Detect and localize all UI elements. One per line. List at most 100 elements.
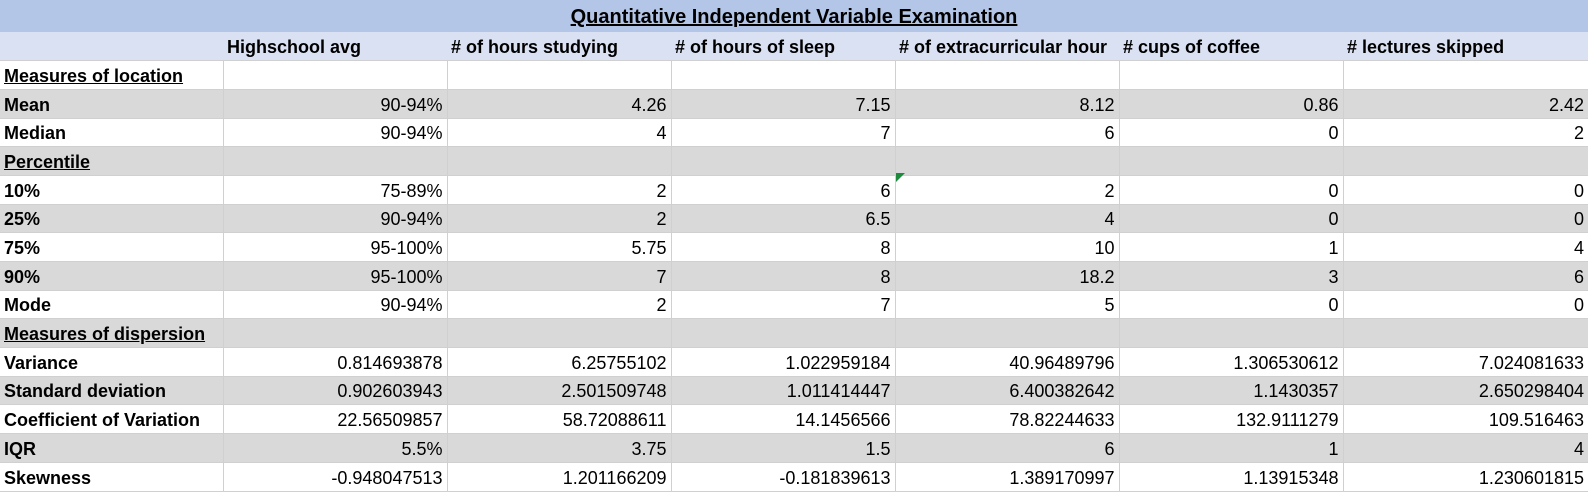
value-cell[interactable]: 90-94% <box>223 118 448 148</box>
value-cell[interactable]: 95-100% <box>223 261 448 291</box>
value-cell[interactable]: 7.15 <box>671 89 896 119</box>
value-cell[interactable]: 6.400382642 <box>895 376 1120 406</box>
value-cell[interactable] <box>895 318 1120 349</box>
value-cell[interactable]: 6.25755102 <box>447 347 672 377</box>
value-cell[interactable]: 0.902603943 <box>223 376 448 406</box>
value-cell[interactable]: 132.9111279 <box>1119 404 1344 435</box>
value-cell[interactable]: 7.024081633 <box>1343 347 1588 377</box>
header-cell[interactable]: Highschool avg <box>223 32 447 62</box>
value-cell[interactable] <box>447 318 672 349</box>
value-cell[interactable]: 6 <box>1343 261 1588 291</box>
header-cell[interactable]: # of extracurricular hour <box>895 32 1119 62</box>
value-cell[interactable]: 0 <box>1119 290 1344 320</box>
value-cell[interactable] <box>1343 60 1588 90</box>
value-cell[interactable]: 5.75 <box>447 232 672 262</box>
value-cell[interactable]: 1 <box>1119 232 1344 262</box>
value-cell[interactable] <box>223 60 448 90</box>
value-cell[interactable]: 58.72088611 <box>447 404 672 435</box>
section-heading-cell[interactable]: Measures of dispersion <box>0 318 224 349</box>
value-cell[interactable]: 8.12 <box>895 89 1120 119</box>
value-cell[interactable] <box>671 318 896 349</box>
row-label-cell[interactable]: Standard deviation <box>0 376 224 406</box>
value-cell[interactable]: 7 <box>447 261 672 291</box>
header-cell[interactable]: # cups of coffee <box>1119 32 1343 62</box>
row-label-cell[interactable]: Variance <box>0 347 224 377</box>
value-cell[interactable]: 109.516463 <box>1343 404 1588 435</box>
value-cell[interactable] <box>671 146 896 176</box>
value-cell[interactable] <box>447 146 672 176</box>
value-cell[interactable]: 2 <box>447 204 672 234</box>
value-cell[interactable]: 18.2 <box>895 261 1120 291</box>
value-cell[interactable]: 95-100% <box>223 232 448 262</box>
value-cell[interactable]: 78.82244633 <box>895 404 1120 435</box>
value-cell[interactable]: 1.5 <box>671 433 896 463</box>
value-cell[interactable]: 4 <box>447 118 672 148</box>
header-cell[interactable] <box>0 32 223 62</box>
value-cell[interactable]: 0 <box>1343 175 1588 205</box>
value-cell[interactable]: 0 <box>1343 204 1588 234</box>
value-cell[interactable]: 2 <box>447 175 672 205</box>
value-cell[interactable]: 14.1456566 <box>671 404 896 435</box>
value-cell[interactable] <box>671 60 896 90</box>
value-cell[interactable]: 0.814693878 <box>223 347 448 377</box>
value-cell[interactable]: 0 <box>1119 175 1344 205</box>
section-heading-cell[interactable]: Measures of location <box>0 60 224 90</box>
value-cell[interactable]: 1.389170997 <box>895 462 1120 492</box>
value-cell[interactable]: 6.5 <box>671 204 896 234</box>
value-cell[interactable] <box>895 60 1120 90</box>
header-cell[interactable]: # lectures skipped <box>1343 32 1588 62</box>
value-cell[interactable]: 6 <box>671 175 896 205</box>
value-cell[interactable]: 2.501509748 <box>447 376 672 406</box>
value-cell[interactable]: -0.948047513 <box>223 462 448 492</box>
value-cell[interactable] <box>1119 60 1344 90</box>
value-cell[interactable]: 0 <box>1343 290 1588 320</box>
row-label-cell[interactable]: 10% <box>0 175 224 205</box>
value-cell[interactable]: 2 <box>1343 118 1588 148</box>
value-cell[interactable]: 1.201166209 <box>447 462 672 492</box>
value-cell[interactable]: 6 <box>895 118 1120 148</box>
value-cell[interactable] <box>1343 318 1588 349</box>
row-label-cell[interactable]: 90% <box>0 261 224 291</box>
header-cell[interactable]: # of hours studying <box>447 32 671 62</box>
value-cell[interactable]: 3.75 <box>447 433 672 463</box>
value-cell[interactable]: 1.230601815 <box>1343 462 1588 492</box>
row-label-cell[interactable]: IQR <box>0 433 224 463</box>
value-cell[interactable]: 22.56509857 <box>223 404 448 435</box>
value-cell[interactable]: 1.022959184 <box>671 347 896 377</box>
row-label-cell[interactable]: 25% <box>0 204 224 234</box>
value-cell[interactable]: 4 <box>895 204 1120 234</box>
value-cell[interactable]: 1.306530612 <box>1119 347 1344 377</box>
value-cell[interactable]: 7 <box>671 290 896 320</box>
value-cell[interactable]: 2 <box>895 175 1120 205</box>
value-cell[interactable]: 5 <box>895 290 1120 320</box>
value-cell[interactable]: 2.650298404 <box>1343 376 1588 406</box>
value-cell[interactable]: -0.181839613 <box>671 462 896 492</box>
value-cell[interactable] <box>895 146 1120 176</box>
value-cell[interactable]: 1.13915348 <box>1119 462 1344 492</box>
value-cell[interactable]: 7 <box>671 118 896 148</box>
value-cell[interactable]: 0 <box>1119 118 1344 148</box>
value-cell[interactable]: 4.26 <box>447 89 672 119</box>
value-cell[interactable]: 75-89% <box>223 175 448 205</box>
value-cell[interactable]: 8 <box>671 261 896 291</box>
value-cell[interactable] <box>223 318 448 349</box>
value-cell[interactable]: 6 <box>895 433 1120 463</box>
value-cell[interactable]: 90-94% <box>223 204 448 234</box>
value-cell[interactable]: 1 <box>1119 433 1344 463</box>
value-cell[interactable]: 4 <box>1343 433 1588 463</box>
value-cell[interactable]: 40.96489796 <box>895 347 1120 377</box>
value-cell[interactable]: 90-94% <box>223 290 448 320</box>
section-heading-cell[interactable]: Percentile <box>0 146 224 176</box>
title-row[interactable]: Quantitative Independent Variable Examin… <box>0 0 1588 32</box>
value-cell[interactable]: 2 <box>447 290 672 320</box>
value-cell[interactable]: 0.86 <box>1119 89 1344 119</box>
value-cell[interactable]: 10 <box>895 232 1120 262</box>
value-cell[interactable]: 0 <box>1119 204 1344 234</box>
row-label-cell[interactable]: Skewness <box>0 462 224 492</box>
value-cell[interactable] <box>1119 318 1344 349</box>
value-cell[interactable]: 90-94% <box>223 89 448 119</box>
value-cell[interactable]: 2.42 <box>1343 89 1588 119</box>
header-cell[interactable]: # of hours of sleep <box>671 32 895 62</box>
value-cell[interactable]: 4 <box>1343 232 1588 262</box>
value-cell[interactable] <box>1343 146 1588 176</box>
